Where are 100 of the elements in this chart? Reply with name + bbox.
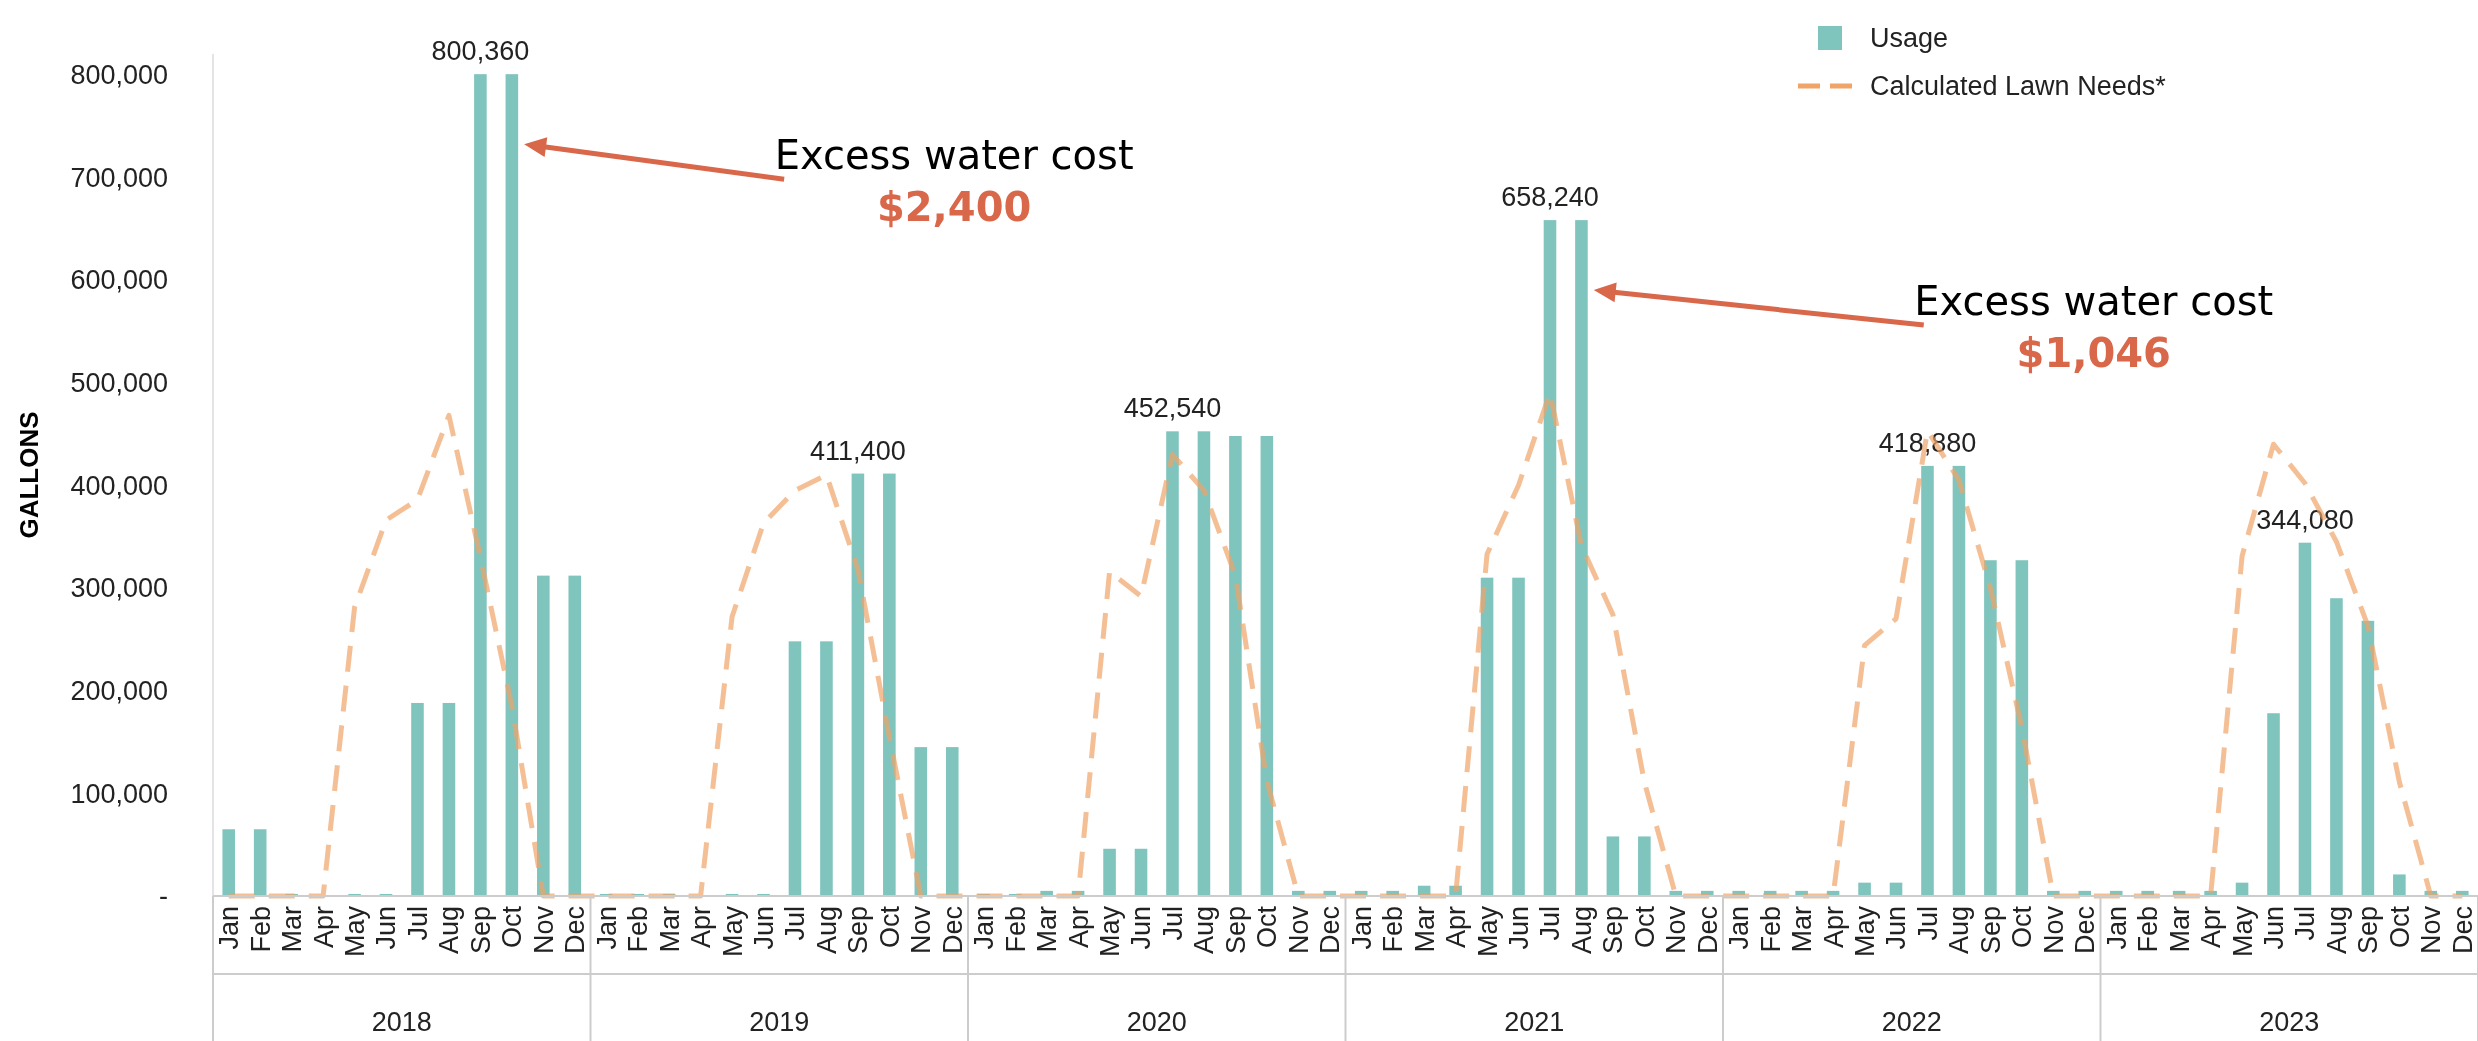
x-tick-label: Jan [1346, 906, 1377, 950]
data-label: 411,400 [810, 435, 906, 466]
x-tick-label: Apr [1441, 906, 1472, 949]
annotation: Excess water cost $1,046 [1914, 278, 2274, 377]
bar [1512, 577, 1525, 896]
x-tick-label: Mar [277, 905, 308, 953]
x-tick-label: Feb [623, 906, 654, 953]
x-tick-label: Dec [937, 906, 968, 955]
bar [788, 641, 802, 896]
x-tick-label: Dec [2070, 906, 2101, 955]
x-tick-label: Aug [1189, 906, 1220, 955]
x-tick-label: Aug [434, 906, 465, 955]
text: 2018 [371, 1007, 432, 1037]
x-tick-label: Jan [214, 906, 245, 950]
x-tick-label: Oct [2384, 905, 2415, 949]
bar [2267, 713, 2280, 896]
x-tick-label: May [2227, 905, 2258, 958]
bar [568, 575, 582, 896]
x-tick-label: Feb [1378, 906, 1409, 953]
y-tick-label: 400,000 [70, 470, 168, 501]
x-tick-label: Nov [1283, 905, 1314, 955]
x-tick-label: Jun [2258, 906, 2289, 950]
y-tick-label: - [159, 881, 168, 912]
x-tick-label: May [340, 905, 371, 958]
text: 2022 [1881, 1007, 1942, 1037]
x-tick-label: Jul [1912, 906, 1943, 941]
x-tick-label: Jan [2101, 906, 2132, 950]
x-tick-label: Mar [1032, 905, 1063, 953]
bar [222, 829, 236, 896]
x-tick-label: Jan [1724, 906, 1755, 950]
x-tick-label: Feb [2133, 906, 2164, 953]
x-tick-label: Jul [1157, 906, 1188, 941]
x-tick-label: Sep [1220, 906, 1251, 955]
x-tick-label: Jun [371, 906, 402, 950]
x-tick-label: Feb [1755, 906, 1786, 953]
x-tick-label: Nov [2416, 905, 2447, 955]
x-tick-label: Jun [748, 906, 779, 950]
x-tick-label: Feb [245, 906, 276, 953]
annotation: Excess water cost $2,400 [774, 132, 1134, 231]
text: 2019 [749, 1007, 810, 1037]
x-tick-label: Dec [2447, 906, 2478, 955]
bar [1858, 882, 1871, 896]
bar [1952, 465, 1966, 896]
x-tick-label: Mar [654, 905, 685, 953]
x-tick-label: Oct [1252, 905, 1283, 949]
bar [253, 829, 267, 896]
x-tick-label: May [1095, 905, 1126, 958]
bar [1197, 431, 1211, 896]
x-tick-label: Jul [2290, 906, 2321, 941]
x-tick-label: Nov [2038, 905, 2069, 955]
x-tick-label: Nov [1661, 905, 1692, 955]
x-tick-label: Oct [2007, 905, 2038, 949]
x-tick-label: Oct [1629, 905, 1660, 949]
data-label: 418,880 [1878, 427, 1977, 458]
x-tick-label: Dec [1315, 906, 1346, 955]
bar [2393, 874, 2406, 896]
x-tick-label: Nov [906, 905, 937, 955]
x-tick-label: Sep [2353, 906, 2384, 955]
y-tick-label: 100,000 [70, 778, 168, 809]
bar [2298, 542, 2312, 896]
data-label: 800,360 [431, 36, 530, 67]
text: 2021 [1504, 1007, 1565, 1037]
bar [505, 74, 519, 896]
bar [883, 473, 896, 896]
x-tick-label: Aug [811, 906, 842, 955]
bar [1638, 836, 1651, 896]
bar [1606, 836, 1620, 896]
bar [945, 747, 959, 896]
text: 2020 [1126, 1007, 1187, 1037]
data-label: 344,080 [2256, 504, 2354, 535]
text: 2023 [2259, 1007, 2320, 1037]
x-tick-label: Jul [780, 906, 811, 941]
x-tick-label: Dec [1692, 906, 1723, 955]
x-tick-label: Apr [1818, 906, 1849, 949]
bar [1984, 560, 1997, 896]
bar [851, 473, 865, 896]
bar [2330, 598, 2343, 896]
x-tick-label: Jun [1881, 906, 1912, 950]
x-tick-label: Apr [308, 906, 339, 949]
data-label: 452,540 [1123, 393, 1222, 424]
x-tick-label: Aug [1944, 906, 1975, 955]
bar [1166, 431, 1179, 896]
x-tick-label: Jun [1503, 906, 1534, 950]
bar [1103, 848, 1116, 896]
bar [1921, 465, 1934, 896]
x-tick-label: Apr [686, 906, 717, 949]
x-tick-label: Dec [560, 906, 591, 955]
bar [1134, 848, 1148, 896]
bar [537, 575, 550, 896]
x-tick-label: Sep [843, 906, 874, 955]
x-tick-label: Feb [1000, 906, 1031, 953]
legend-label: Calculated Lawn Needs* [1870, 71, 2167, 102]
x-tick-label: Mar [1409, 905, 1440, 953]
bar [1260, 435, 1274, 896]
x-tick-label: Jul [402, 906, 433, 941]
x-tick-label: May [717, 905, 748, 958]
x-tick-label: Aug [2321, 906, 2352, 955]
x-tick-label: Mar [1787, 905, 1818, 953]
bar [1480, 577, 1494, 896]
x-tick-label: Nov [528, 905, 559, 955]
